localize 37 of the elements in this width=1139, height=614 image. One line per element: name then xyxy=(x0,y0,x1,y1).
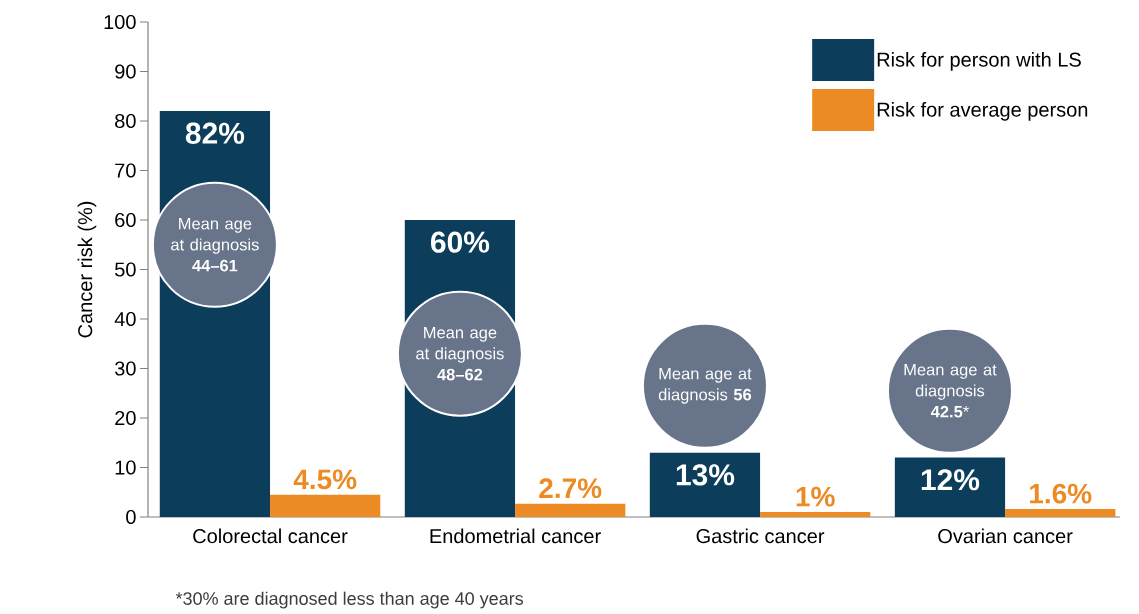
bar xyxy=(1005,509,1116,517)
y-tick-label: 40 xyxy=(114,311,136,327)
bar xyxy=(515,503,626,517)
y-tick-label: 30 xyxy=(114,361,136,376)
text: *30% are diagnosed less than age 40 years xyxy=(175,591,524,609)
annotation: Mean age at diagnosis 56 xyxy=(658,367,752,404)
data-label: 60% xyxy=(431,231,490,253)
y-tick-label: 70 xyxy=(115,163,136,178)
legend-label: Risk for average person xyxy=(877,102,1088,121)
annotation: Mean age at diagnosis 44–61 xyxy=(171,217,259,272)
y-tick-label: 60 xyxy=(115,212,136,228)
annotation: Mean age at diagnosis 42.5* xyxy=(904,364,997,418)
bar xyxy=(894,457,1006,517)
bar xyxy=(760,512,871,517)
legend-label: Risk for person with LS xyxy=(877,52,1081,71)
y-axis-title: Cancer risk (%) xyxy=(77,201,97,338)
data-label: 2.7% xyxy=(539,478,602,499)
x-tick-label: Colorectal cancer xyxy=(193,528,348,544)
data-label: 12% xyxy=(921,469,980,491)
data-label: 13% xyxy=(676,464,735,486)
bar xyxy=(270,494,381,517)
data-label: 4.5% xyxy=(293,469,357,490)
x-tick-label: Ovarian cancer xyxy=(938,528,1073,544)
y-tick-label: 0 xyxy=(126,509,136,525)
y-tick-label: 10 xyxy=(115,460,136,475)
y-tick-label: 100 xyxy=(104,14,136,30)
data-label: 1% xyxy=(796,486,835,507)
x-tick-label: Endometrial cancer xyxy=(430,528,601,544)
y-tick-label: 80 xyxy=(115,113,136,129)
x-tick-label: Gastric cancer xyxy=(696,528,825,544)
data-label: 1.6% xyxy=(1030,483,1092,504)
y-tick-label: 90 xyxy=(115,64,136,79)
data-label: 82% xyxy=(185,122,245,144)
bar xyxy=(649,452,761,517)
y-tick-label: 50 xyxy=(115,262,136,277)
y-tick-label: 20 xyxy=(115,410,136,426)
annotation: Mean age at diagnosis 48–62 xyxy=(416,326,504,381)
